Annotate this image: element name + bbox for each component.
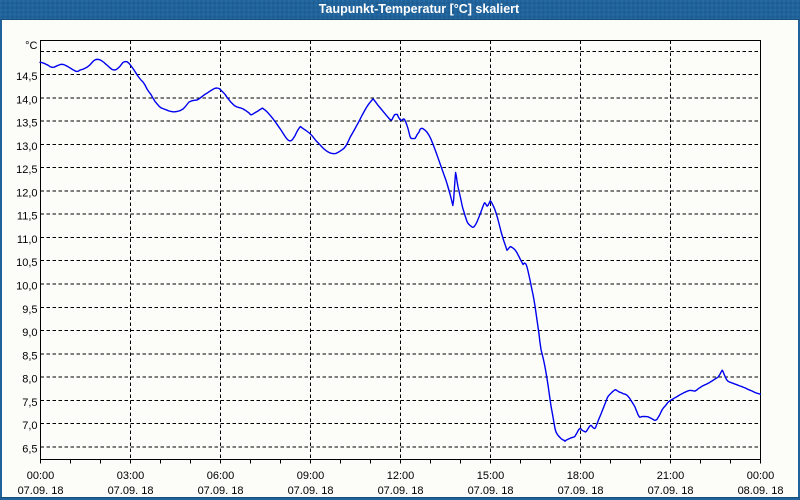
svg-text:07.09. 18: 07.09. 18 [18, 485, 64, 497]
svg-text:00:00: 00:00 [27, 470, 55, 482]
svg-text:10,0: 10,0 [16, 281, 37, 293]
svg-text:08.09. 18: 08.09. 18 [738, 485, 784, 497]
svg-text:9,5: 9,5 [22, 304, 37, 316]
svg-text:07.09. 18: 07.09. 18 [468, 485, 514, 497]
svg-text:03:00: 03:00 [117, 470, 145, 482]
svg-text:8,5: 8,5 [22, 351, 37, 363]
svg-text:07.09. 18: 07.09. 18 [288, 485, 334, 497]
svg-text:12,0: 12,0 [16, 188, 37, 200]
svg-text:07.09. 18: 07.09. 18 [108, 485, 154, 497]
svg-text:14,5: 14,5 [16, 71, 37, 83]
svg-text:10,5: 10,5 [16, 257, 37, 269]
svg-text:13,0: 13,0 [16, 141, 37, 153]
svg-text:06:00: 06:00 [207, 470, 235, 482]
svg-text:07.09. 18: 07.09. 18 [648, 485, 694, 497]
svg-text:7,5: 7,5 [22, 397, 37, 409]
svg-text:12,5: 12,5 [16, 164, 37, 176]
svg-text:8,0: 8,0 [22, 374, 37, 386]
svg-text:07.09. 18: 07.09. 18 [558, 485, 604, 497]
svg-text:11,0: 11,0 [17, 234, 38, 246]
svg-text:07.09. 18: 07.09. 18 [378, 485, 424, 497]
svg-text:15:00: 15:00 [477, 470, 505, 482]
svg-text:6,5: 6,5 [22, 444, 37, 456]
svg-text:21:00: 21:00 [657, 470, 685, 482]
svg-text:09:00: 09:00 [297, 470, 325, 482]
svg-text:14,0: 14,0 [16, 95, 37, 107]
svg-text:18:00: 18:00 [567, 470, 595, 482]
svg-text:13,5: 13,5 [16, 118, 37, 130]
svg-text:07.09. 18: 07.09. 18 [198, 485, 244, 497]
svg-text:00:00: 00:00 [747, 470, 775, 482]
svg-text:°C: °C [25, 40, 37, 52]
svg-text:12:00: 12:00 [387, 470, 415, 482]
svg-text:7,0: 7,0 [22, 420, 37, 432]
svg-text:9,0: 9,0 [22, 327, 37, 339]
svg-text:11,5: 11,5 [17, 211, 38, 223]
